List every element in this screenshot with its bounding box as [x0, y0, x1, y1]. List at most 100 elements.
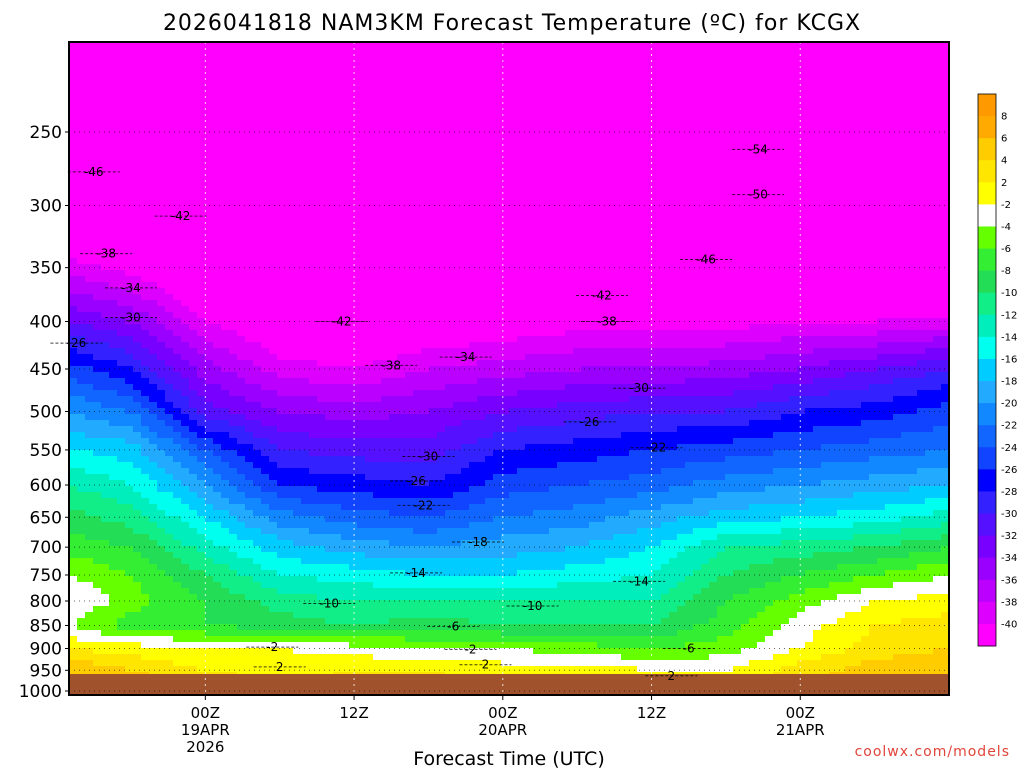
heatmap-cell — [125, 618, 134, 625]
heatmap-cell — [261, 198, 270, 205]
heatmap-cell — [125, 78, 134, 85]
heatmap-cell — [341, 564, 350, 571]
heatmap-cell — [253, 576, 262, 583]
heatmap-cell — [245, 282, 254, 289]
heatmap-cell — [349, 102, 358, 109]
heatmap-cell — [429, 282, 438, 289]
heatmap-cell — [365, 396, 374, 403]
heatmap-cell — [261, 354, 270, 361]
heatmap-cell — [117, 468, 126, 475]
heatmap-cell — [413, 324, 422, 331]
heatmap-cell — [317, 300, 326, 307]
heatmap-cell — [357, 84, 366, 91]
heatmap-cell — [325, 468, 334, 475]
heatmap-cell — [325, 450, 334, 457]
heatmap-cell — [85, 558, 94, 565]
heatmap-cell — [397, 552, 406, 559]
heatmap-cell — [341, 216, 350, 223]
heatmap-cell — [397, 276, 406, 283]
heatmap-cell — [341, 648, 350, 655]
heatmap-cell — [157, 222, 166, 229]
heatmap-cell — [333, 378, 342, 385]
heatmap-cell — [357, 222, 366, 229]
heatmap-cell — [261, 348, 270, 355]
heatmap-cell — [405, 114, 414, 121]
heatmap-cell — [165, 240, 174, 247]
heatmap-cell — [381, 138, 390, 145]
heatmap-cell — [245, 186, 254, 193]
heatmap-cell — [229, 456, 238, 463]
heatmap-cell — [325, 618, 334, 625]
heatmap-cell — [197, 438, 206, 445]
heatmap-cell — [365, 618, 374, 625]
heatmap-cell — [69, 366, 78, 373]
heatmap-cell — [93, 630, 102, 637]
heatmap-cell — [397, 606, 406, 613]
heatmap-cell — [389, 48, 398, 55]
heatmap-cell — [213, 666, 222, 673]
heatmap-cell — [285, 258, 294, 265]
heatmap-cell — [141, 654, 150, 661]
heatmap-cell — [277, 522, 286, 529]
heatmap-cell — [149, 228, 158, 235]
heatmap-cell — [277, 162, 286, 169]
heatmap-cell — [197, 204, 206, 211]
heatmap-cell — [93, 654, 102, 661]
heatmap-cell — [157, 438, 166, 445]
heatmap-cell — [277, 144, 286, 151]
heatmap-cell — [77, 102, 86, 109]
heatmap-cell — [429, 486, 438, 493]
heatmap-cell — [125, 186, 134, 193]
heatmap-cell — [229, 168, 238, 175]
heatmap-cell — [133, 390, 142, 397]
heatmap-cell — [261, 150, 270, 157]
heatmap-cell — [149, 264, 158, 271]
heatmap-cell — [333, 48, 342, 55]
heatmap-cell — [205, 84, 214, 91]
heatmap-cell — [293, 420, 302, 427]
heatmap-cell — [173, 456, 182, 463]
heatmap-cell — [397, 186, 406, 193]
heatmap-cell — [365, 138, 374, 145]
heatmap-cell — [349, 390, 358, 397]
heatmap-cell — [77, 240, 86, 247]
heatmap-cell — [421, 534, 430, 541]
heatmap-cell — [365, 306, 374, 313]
heatmap-cell — [349, 78, 358, 85]
heatmap-cell — [181, 318, 190, 325]
heatmap-cell — [133, 270, 142, 277]
heatmap-cell — [229, 630, 238, 637]
heatmap-cell — [229, 348, 238, 355]
heatmap-cell — [301, 480, 310, 487]
heatmap-cell — [173, 582, 182, 589]
heatmap-cell — [421, 354, 430, 361]
heatmap-cell — [253, 330, 262, 337]
heatmap-cell — [197, 294, 206, 301]
heatmap-cell — [301, 174, 310, 181]
heatmap-cell — [101, 630, 110, 637]
heatmap-cell — [101, 186, 110, 193]
heatmap-cell — [333, 186, 342, 193]
heatmap-cell — [421, 138, 430, 145]
heatmap-cell — [341, 234, 350, 241]
heatmap-cell — [429, 108, 438, 115]
heatmap-cell — [317, 420, 326, 427]
heatmap-cell — [189, 612, 198, 619]
heatmap-cell — [293, 396, 302, 403]
heatmap-cell — [389, 396, 398, 403]
heatmap-cell — [157, 378, 166, 385]
heatmap-cell — [213, 486, 222, 493]
heatmap-cell — [261, 426, 270, 433]
heatmap-cell — [101, 654, 110, 661]
heatmap-cell — [237, 510, 246, 517]
heatmap-cell — [381, 318, 390, 325]
heatmap-cell — [405, 336, 414, 343]
heatmap-cell — [245, 192, 254, 199]
heatmap-cell — [85, 204, 94, 211]
heatmap-cell — [293, 552, 302, 559]
heatmap-cell — [85, 438, 94, 445]
heatmap-cell — [85, 432, 94, 439]
heatmap-cell — [381, 492, 390, 499]
heatmap-cell — [333, 462, 342, 469]
heatmap-cell — [341, 240, 350, 247]
